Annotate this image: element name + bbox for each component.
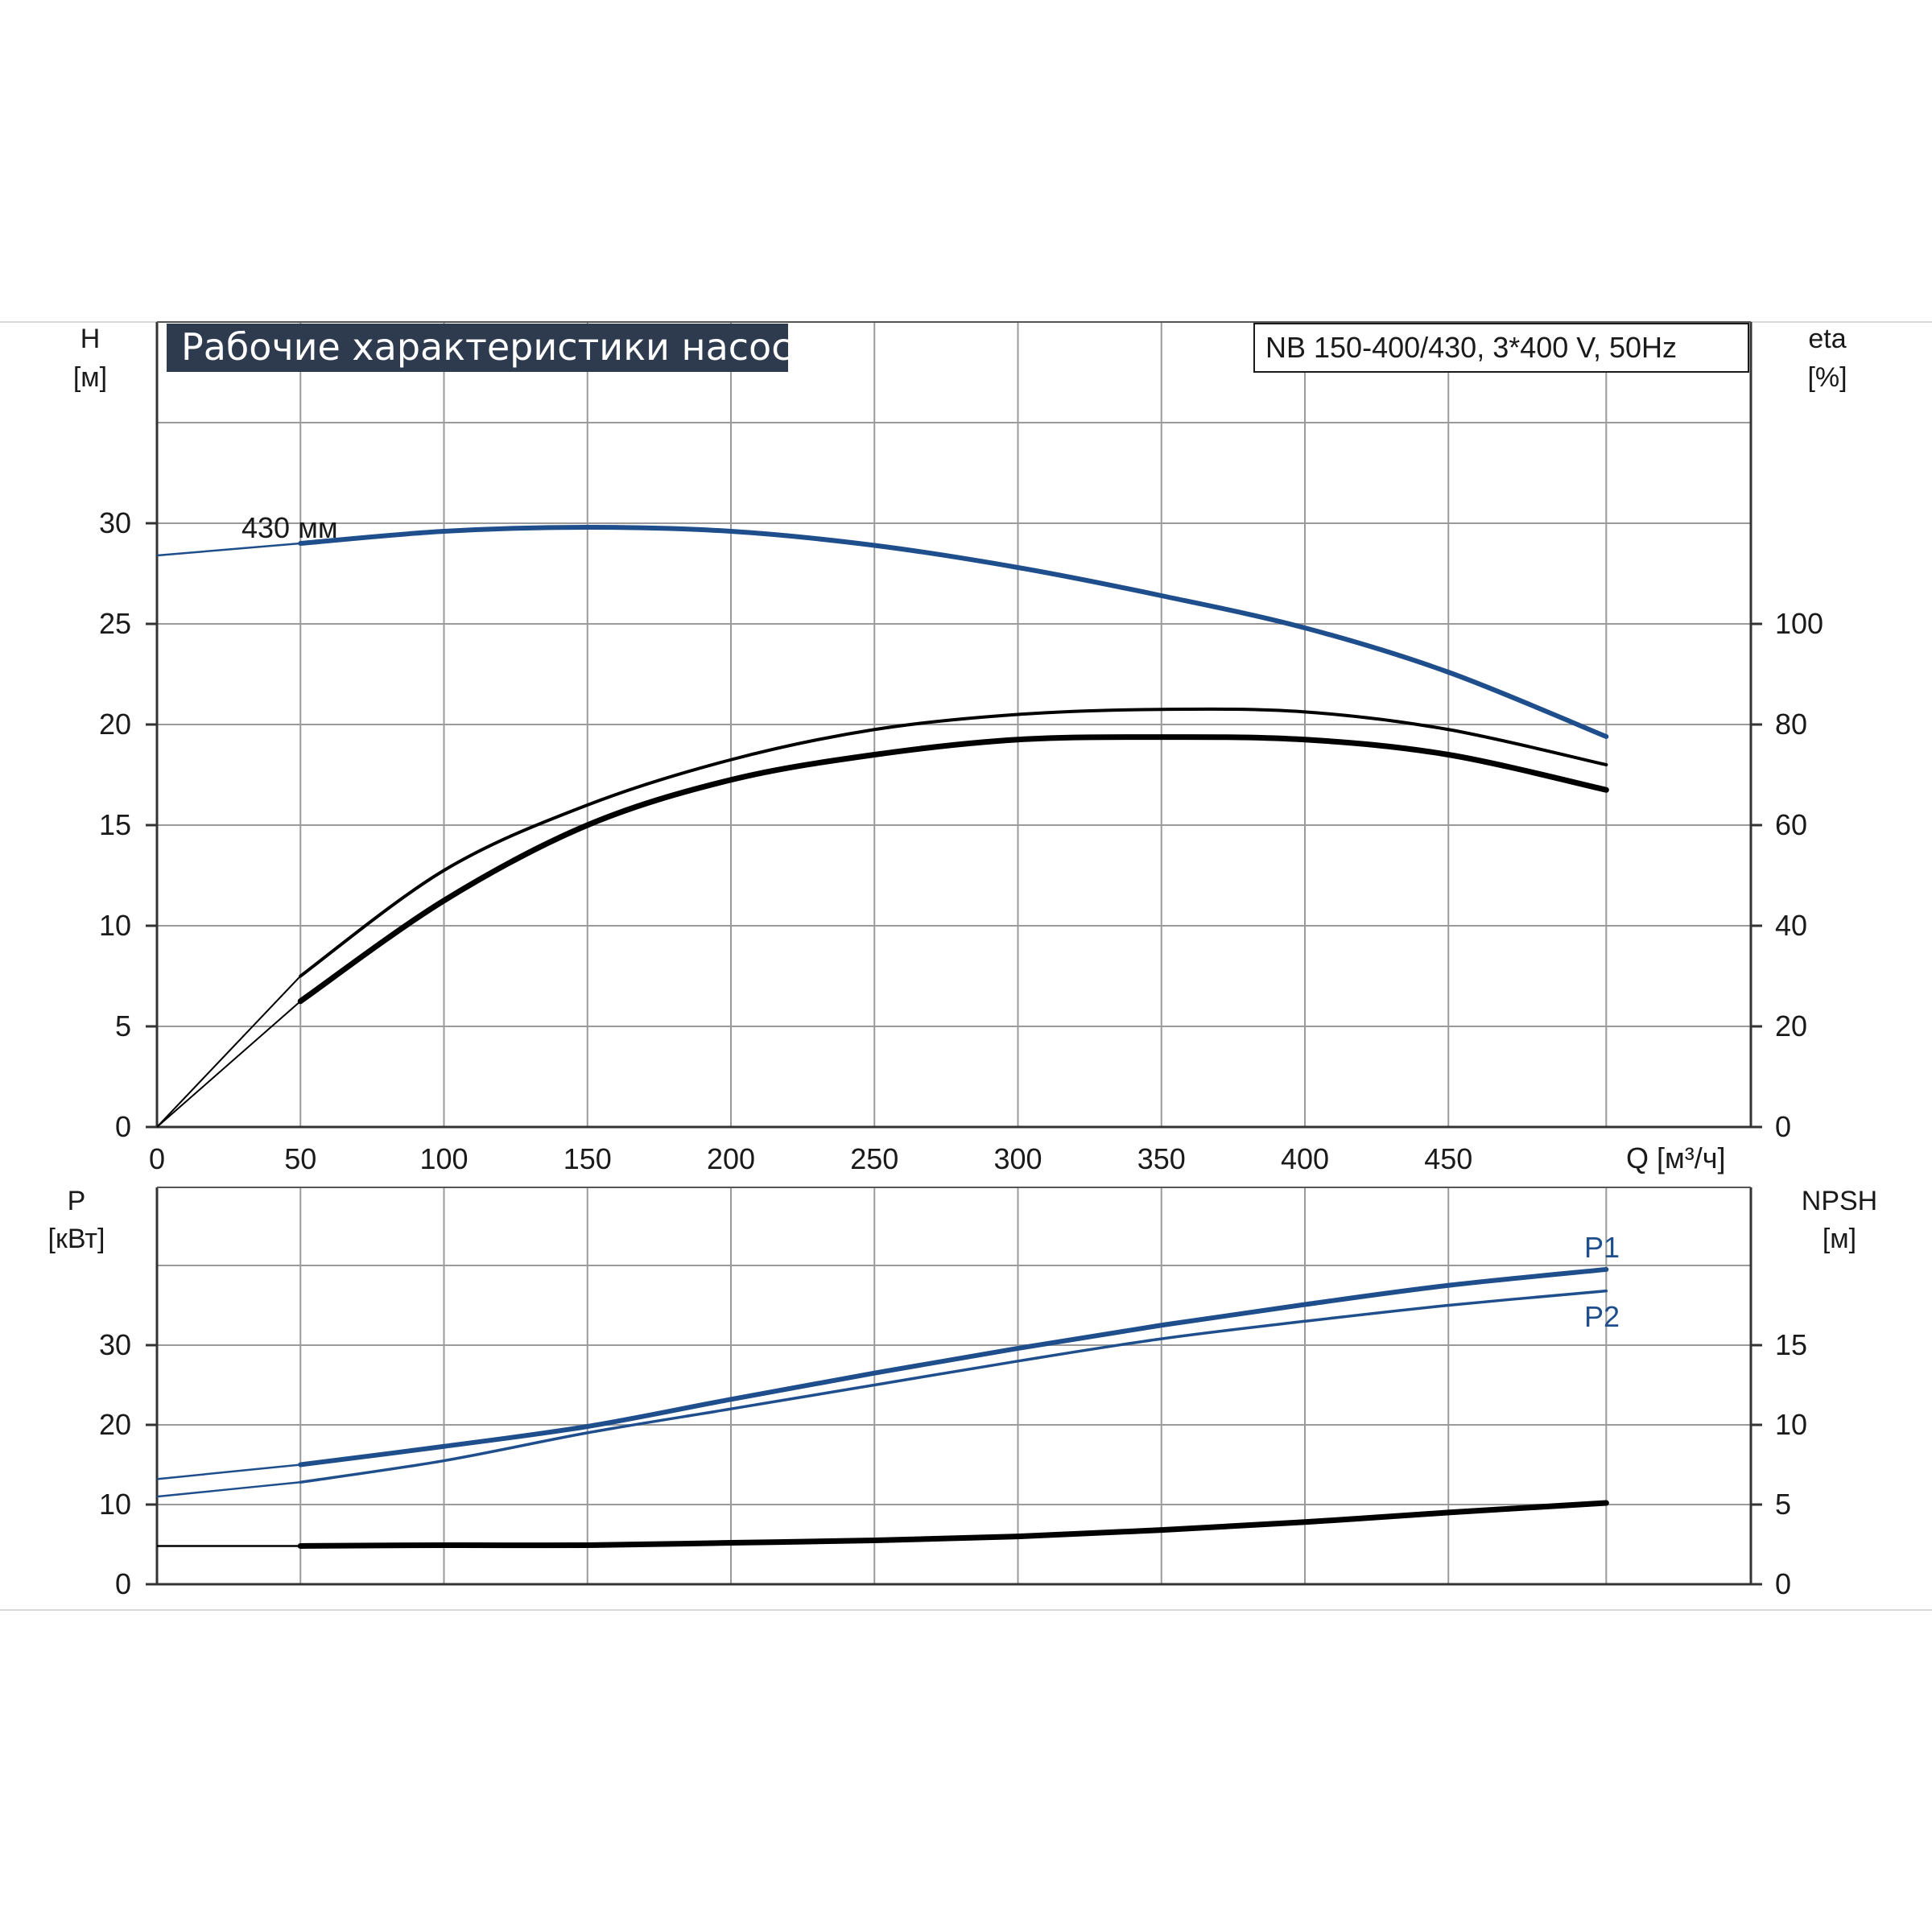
x-tick-label: 150 <box>564 1142 612 1175</box>
chart-subtitle: NB 150-400/430, 3*400 V, 50Hz <box>1265 331 1677 364</box>
h-tick-label: 15 <box>99 808 131 841</box>
p-tick-label: 20 <box>99 1408 131 1441</box>
q-axis-label: Q [м³/ч] <box>1626 1141 1726 1174</box>
eta-axis-unit: [%] <box>1807 362 1847 393</box>
p-tick-label: 10 <box>99 1488 131 1521</box>
h-tick-label: 20 <box>99 708 131 741</box>
x-tick-label: 0 <box>149 1142 165 1175</box>
curve-label-p2: P2 <box>1584 1300 1620 1333</box>
h-curve-430mm <box>298 524 1609 739</box>
x-tick-label: 450 <box>1424 1142 1472 1175</box>
x-tick-label: 100 <box>419 1142 468 1175</box>
x-tick-label: 50 <box>284 1142 316 1175</box>
subtitle-box <box>1253 323 1749 373</box>
eta-axis-label: eta <box>1808 324 1846 354</box>
h-tick-label: 25 <box>99 607 131 640</box>
tick-labels: 0 50 100 150 200 250 300 350 400 4500510152025300… <box>99 506 1823 1600</box>
eta-curve-lower <box>297 734 1609 1005</box>
top-chart-series <box>156 524 1609 1128</box>
p-tick-label: 30 <box>99 1328 131 1361</box>
x-tick-label: 200 <box>707 1142 755 1175</box>
eta-tick-label: 0 <box>1775 1110 1791 1143</box>
eta-curve-upper <box>299 707 1608 978</box>
npsh-tick-label: 0 <box>1775 1567 1791 1600</box>
x-tick-label: 400 <box>1281 1142 1329 1175</box>
p2-curve <box>299 1289 1608 1484</box>
p2-curve-lead <box>156 1481 301 1498</box>
h-axis-label: H <box>80 324 101 354</box>
curve-label-430mm: 430 мм <box>242 511 338 544</box>
h-tick-label: 30 <box>99 506 131 539</box>
h-tick-label: 5 <box>115 1009 131 1042</box>
h-tick-label: 0 <box>115 1110 131 1143</box>
eta-curve-lower-lead <box>156 1000 301 1128</box>
curve-label-p1: P1 <box>1584 1231 1620 1264</box>
eta-curve-upper-lead <box>156 975 301 1128</box>
eta-tick-label: 20 <box>1775 1009 1807 1042</box>
h-tick-label: 10 <box>99 909 131 942</box>
npsh-tick-label: 5 <box>1775 1488 1791 1521</box>
p-axis-label: P <box>68 1186 86 1216</box>
h-axis-unit: [м] <box>73 362 107 393</box>
top-chart-grid <box>155 321 1752 1129</box>
x-tick-label: 300 <box>993 1142 1042 1175</box>
x-tick-label: 350 <box>1137 1142 1186 1175</box>
eta-tick-label: 100 <box>1775 607 1823 640</box>
npsh-curve <box>297 1500 1609 1549</box>
eta-tick-label: 80 <box>1775 708 1807 741</box>
p-tick-label: 0 <box>115 1567 131 1600</box>
p1-curve <box>298 1266 1609 1468</box>
title-box <box>167 324 788 372</box>
eta-tick-label: 60 <box>1775 808 1807 841</box>
p-axis-unit: [кВт] <box>48 1224 105 1254</box>
p1-curve-lead <box>156 1463 301 1480</box>
x-tick-label: 250 <box>850 1142 898 1175</box>
npsh-axis-unit: [м] <box>1823 1224 1856 1254</box>
eta-tick-label: 40 <box>1775 909 1807 942</box>
bottom-chart-grid <box>155 1187 1752 1586</box>
npsh-tick-label: 15 <box>1775 1328 1807 1361</box>
h-curve-430mm-lead <box>156 542 301 557</box>
chart-title: Рабочие характеристики насоса <box>181 325 815 369</box>
npsh-tick-label: 10 <box>1775 1408 1807 1441</box>
npsh-axis-label: NPSH <box>1802 1186 1877 1216</box>
bottom-chart-series <box>156 1266 1609 1549</box>
